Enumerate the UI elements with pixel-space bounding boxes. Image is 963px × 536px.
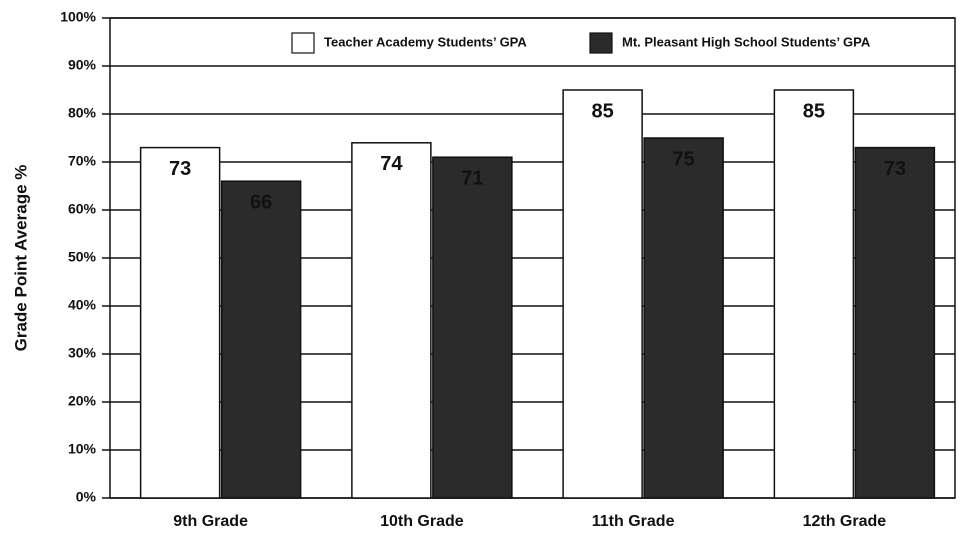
x-tick-label: 9th Grade	[173, 513, 248, 530]
data-label: 71	[461, 167, 483, 189]
bar	[139, 146, 221, 499]
bar	[432, 156, 513, 499]
bar	[773, 89, 855, 499]
y-tick-label: 40%	[68, 297, 97, 313]
y-tick-label: 10%	[68, 441, 97, 457]
bar	[643, 137, 724, 499]
y-axis-label: Grade Point Average %	[11, 165, 30, 352]
x-tick-label: 11th Grade	[592, 513, 675, 530]
bar	[562, 89, 643, 499]
legend-swatch	[589, 32, 613, 54]
data-label: 75	[673, 148, 695, 170]
y-tick-label: 60%	[68, 201, 97, 217]
y-tick-label: 80%	[68, 105, 97, 121]
x-tick-label: 10th Grade	[380, 513, 464, 530]
y-tick-label: 30%	[68, 345, 97, 361]
y-tick-label: 100%	[60, 9, 96, 25]
data-label: 85	[803, 100, 825, 122]
bar	[351, 142, 432, 499]
y-tick-label: 50%	[68, 249, 97, 265]
bar	[854, 146, 936, 499]
data-label: 73	[884, 158, 906, 180]
y-tick-label: 0%	[76, 489, 97, 505]
data-label: 74	[380, 153, 403, 175]
data-label: 85	[592, 100, 614, 122]
y-tick-label: 20%	[68, 393, 97, 409]
data-label: 66	[250, 191, 272, 213]
data-label: 73	[169, 158, 191, 180]
x-tick-label: 12th Grade	[803, 513, 887, 530]
legend-label: Mt. Pleasant High School Students’ GPA	[622, 34, 871, 49]
y-tick-label: 70%	[68, 153, 97, 169]
legend-label: Teacher Academy Students’ GPA	[324, 34, 527, 49]
legend-swatch	[291, 32, 315, 54]
bar	[220, 180, 302, 499]
y-tick-label: 90%	[68, 57, 97, 73]
